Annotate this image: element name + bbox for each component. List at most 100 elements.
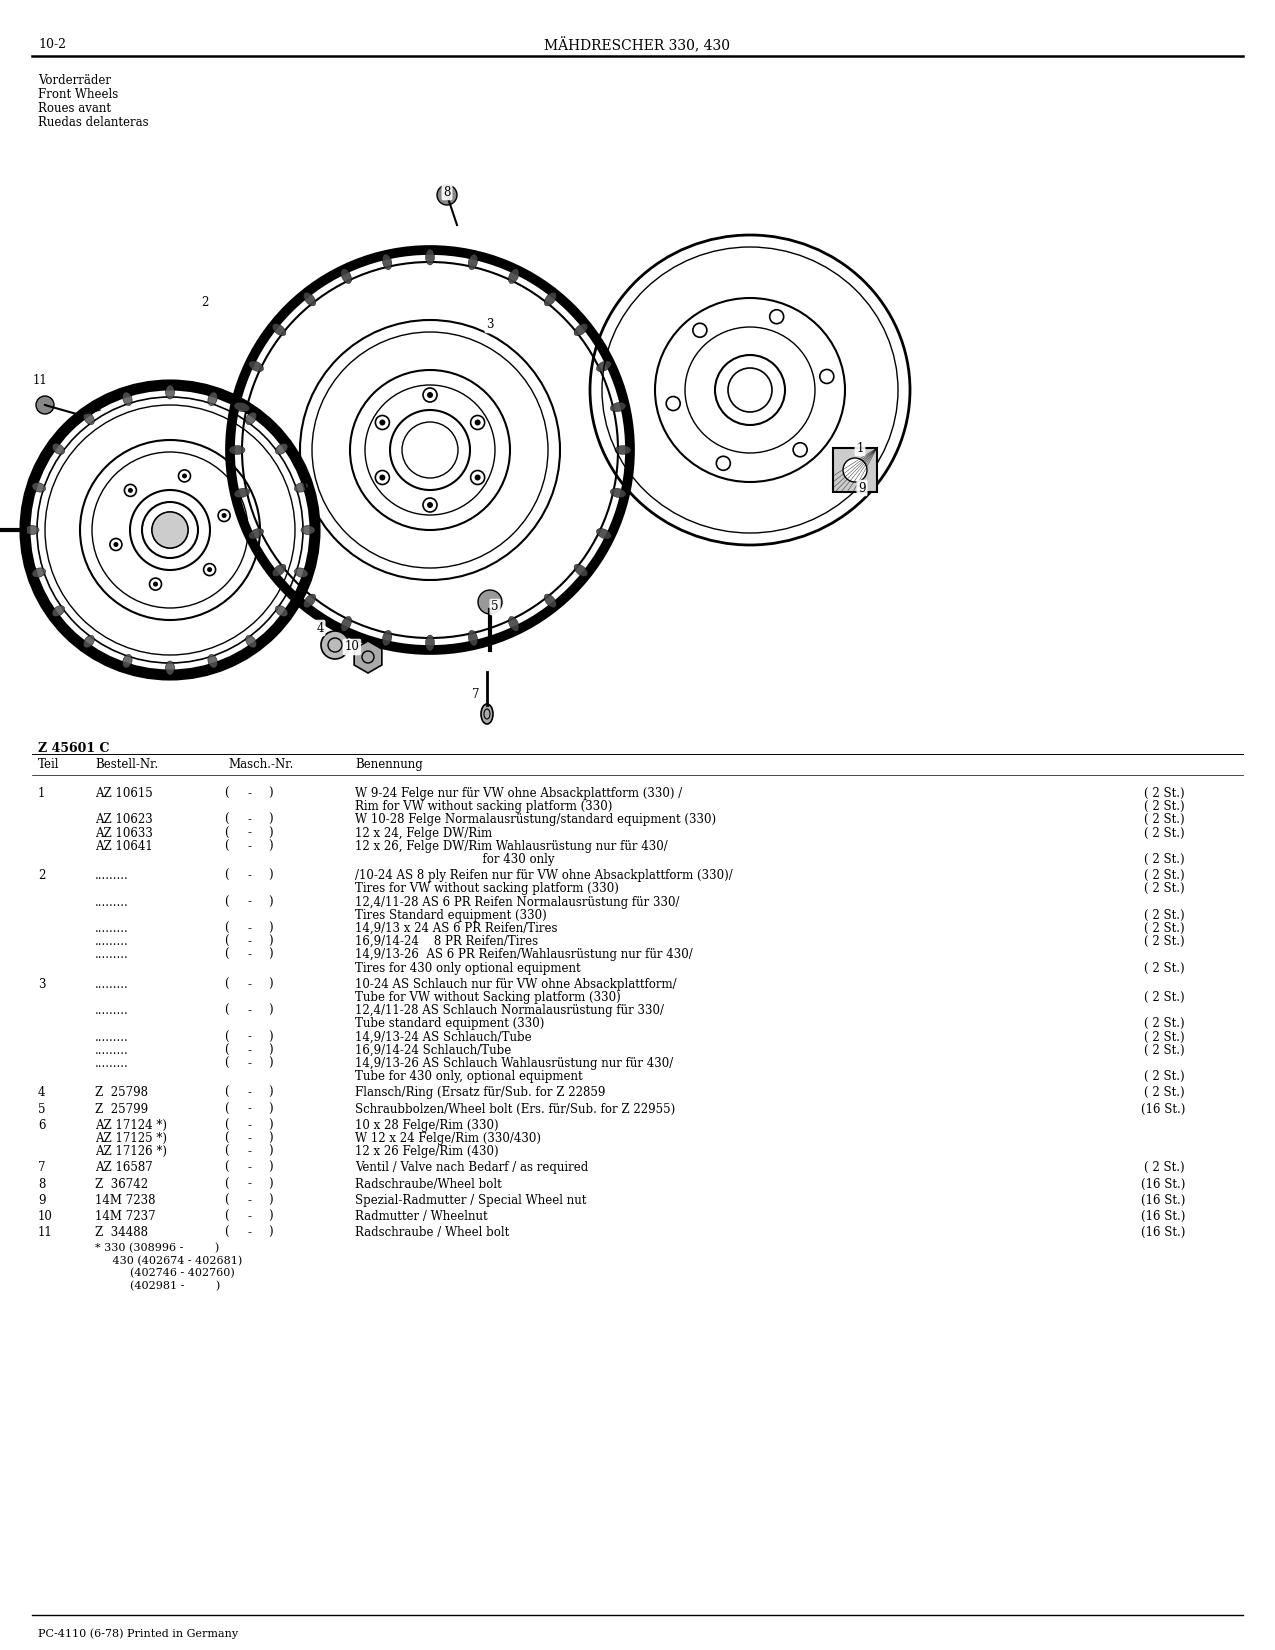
Text: 7: 7: [472, 688, 479, 701]
Text: .........: .........: [96, 936, 129, 949]
Text: -: -: [249, 870, 252, 883]
Circle shape: [222, 513, 227, 518]
Text: -: -: [249, 1195, 252, 1206]
Text: W 12 x 24 Felge/Rim (330/430): W 12 x 24 Felge/Rim (330/430): [354, 1132, 541, 1145]
Text: -: -: [249, 1209, 252, 1223]
Text: Radmutter / Wheelnut: Radmutter / Wheelnut: [354, 1209, 487, 1223]
Text: 2: 2: [38, 870, 46, 883]
Text: 10-24 AS Schlauch nur für VW ohne Absackplattform/: 10-24 AS Schlauch nur für VW ohne Absack…: [354, 978, 677, 990]
Ellipse shape: [83, 635, 94, 648]
Text: 14M 7237: 14M 7237: [96, 1209, 156, 1223]
Text: Flansch/Ring (Ersatz für/Sub. for Z 22859: Flansch/Ring (Ersatz für/Sub. for Z 2285…: [354, 1086, 606, 1099]
Text: Spezial-Radmutter / Special Wheel nut: Spezial-Radmutter / Special Wheel nut: [354, 1195, 586, 1206]
Text: -: -: [249, 1162, 252, 1175]
Text: ): ): [268, 1058, 273, 1069]
Text: 14,9/13-24 AS Schlauch/Tube: 14,9/13-24 AS Schlauch/Tube: [354, 1031, 532, 1043]
Text: (: (: [224, 936, 228, 949]
Text: ): ): [268, 1005, 273, 1016]
Circle shape: [153, 581, 158, 587]
Text: * 330 (308996 -         ): * 330 (308996 - ): [96, 1244, 219, 1254]
Text: (16 St.): (16 St.): [1141, 1209, 1184, 1223]
Text: ( 2 St.): ( 2 St.): [1145, 909, 1184, 922]
Text: -: -: [249, 813, 252, 827]
Circle shape: [380, 419, 385, 426]
Text: ( 2 St.): ( 2 St.): [1145, 936, 1184, 949]
Text: (: (: [224, 1132, 228, 1145]
Text: -: -: [249, 949, 252, 962]
Text: (16 St.): (16 St.): [1141, 1226, 1184, 1239]
Text: MÄHDRESCHER 330, 430: MÄHDRESCHER 330, 430: [544, 38, 731, 53]
Text: (: (: [224, 922, 228, 936]
Text: (: (: [224, 1195, 228, 1206]
Circle shape: [474, 419, 481, 426]
Text: (: (: [224, 1102, 228, 1115]
Text: ): ): [268, 827, 273, 840]
Text: -: -: [249, 1058, 252, 1069]
Ellipse shape: [481, 705, 493, 724]
Ellipse shape: [611, 403, 626, 412]
Ellipse shape: [303, 292, 316, 305]
Ellipse shape: [26, 525, 40, 535]
Text: 14,9/13 x 24 AS 6 PR Reifen/Tires: 14,9/13 x 24 AS 6 PR Reifen/Tires: [354, 922, 557, 936]
Text: 10-2: 10-2: [38, 38, 66, 51]
Text: (16 St.): (16 St.): [1141, 1102, 1184, 1115]
Circle shape: [321, 630, 349, 658]
Text: 7: 7: [38, 1162, 46, 1175]
Ellipse shape: [249, 361, 264, 371]
Circle shape: [427, 393, 434, 398]
Text: .........: .........: [96, 1005, 129, 1016]
Text: ( 2 St.): ( 2 St.): [1145, 1162, 1184, 1175]
Text: 14,9/13-26  AS 6 PR Reifen/Wahlausrüstung nur für 430/: 14,9/13-26 AS 6 PR Reifen/Wahlausrüstung…: [354, 949, 692, 962]
Circle shape: [437, 185, 456, 205]
Ellipse shape: [230, 446, 245, 454]
Text: -: -: [249, 1119, 252, 1132]
Text: (: (: [224, 813, 228, 827]
Text: 12,4/11-28 AS Schlauch Normalausrüstung für 330/: 12,4/11-28 AS Schlauch Normalausrüstung …: [354, 1005, 664, 1016]
Ellipse shape: [340, 617, 352, 632]
Text: Schraubbolzen/Wheel bolt (Ers. für/Sub. for Z 22955): Schraubbolzen/Wheel bolt (Ers. für/Sub. …: [354, 1102, 676, 1115]
Text: .........: .........: [96, 1031, 129, 1043]
Text: ): ): [268, 1119, 273, 1132]
Circle shape: [380, 475, 385, 480]
Ellipse shape: [32, 568, 46, 577]
Text: ( 2 St.): ( 2 St.): [1145, 800, 1184, 813]
Ellipse shape: [52, 606, 65, 617]
Text: -: -: [249, 896, 252, 909]
Text: (: (: [224, 1162, 228, 1175]
Text: ( 2 St.): ( 2 St.): [1145, 813, 1184, 827]
Text: (: (: [224, 896, 228, 909]
Text: AZ 17126 *): AZ 17126 *): [96, 1145, 167, 1158]
Text: ( 2 St.): ( 2 St.): [1145, 883, 1184, 896]
Ellipse shape: [246, 635, 256, 648]
Ellipse shape: [468, 254, 478, 269]
Text: 9: 9: [858, 482, 866, 495]
Text: AZ 17125 *): AZ 17125 *): [96, 1132, 167, 1145]
Text: ): ): [268, 1102, 273, 1115]
Circle shape: [207, 568, 212, 573]
Text: 10: 10: [344, 640, 360, 653]
Ellipse shape: [426, 249, 435, 266]
Ellipse shape: [208, 655, 218, 668]
Text: -: -: [249, 827, 252, 840]
Ellipse shape: [275, 444, 288, 454]
Ellipse shape: [208, 393, 218, 406]
Text: .........: .........: [96, 870, 129, 883]
Circle shape: [128, 488, 133, 493]
Text: (: (: [224, 1226, 228, 1239]
FancyBboxPatch shape: [833, 449, 877, 492]
Text: Radschraube / Wheel bolt: Radschraube / Wheel bolt: [354, 1226, 509, 1239]
Ellipse shape: [340, 269, 352, 284]
Ellipse shape: [273, 564, 286, 576]
Ellipse shape: [597, 528, 611, 540]
Text: AZ 10641: AZ 10641: [96, 840, 153, 853]
Text: Tube for 430 only, optional equipment: Tube for 430 only, optional equipment: [354, 1071, 583, 1082]
Text: .........: .........: [96, 896, 129, 909]
Text: -: -: [249, 978, 252, 990]
Text: Radschraube/Wheel bolt: Radschraube/Wheel bolt: [354, 1178, 502, 1191]
Circle shape: [152, 512, 187, 548]
Text: .........: .........: [96, 1044, 129, 1056]
Text: AZ 10633: AZ 10633: [96, 827, 153, 840]
Text: ( 2 St.): ( 2 St.): [1145, 922, 1184, 936]
Text: 14,9/13-26 AS Schlauch Wahlausrüstung nur für 430/: 14,9/13-26 AS Schlauch Wahlausrüstung nu…: [354, 1058, 673, 1069]
Text: 1: 1: [38, 787, 46, 800]
